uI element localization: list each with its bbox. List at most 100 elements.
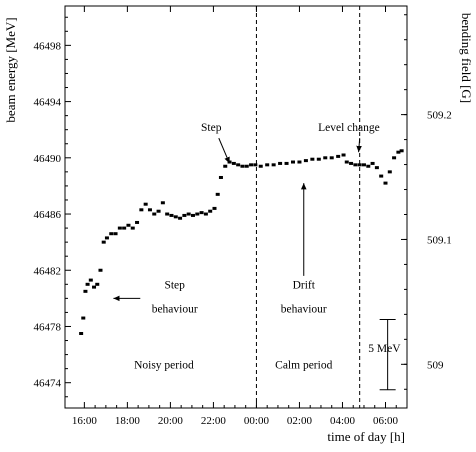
data-point bbox=[139, 208, 144, 212]
data-point bbox=[212, 206, 217, 210]
x-tick-label: 16:00 bbox=[72, 415, 98, 427]
y-tick-label: 46494 bbox=[34, 97, 62, 109]
step-arrow bbox=[218, 137, 231, 164]
x-tick-label: 00:00 bbox=[244, 415, 270, 427]
annotation-label: behaviour bbox=[152, 303, 198, 315]
y-tick-label: 46490 bbox=[34, 153, 62, 165]
y-tick-label: 46486 bbox=[34, 209, 62, 221]
data-point bbox=[85, 282, 90, 286]
data-point bbox=[101, 240, 106, 244]
data-point bbox=[182, 213, 187, 217]
data-point bbox=[336, 154, 341, 158]
data-point bbox=[231, 161, 236, 165]
data-point bbox=[203, 212, 208, 216]
y-tick-label: 46498 bbox=[34, 40, 62, 52]
y2-axis-title: bending field [G] bbox=[459, 13, 474, 103]
data-point bbox=[92, 285, 97, 289]
data-point bbox=[218, 175, 223, 179]
y2-tick-label: 509.2 bbox=[427, 110, 452, 122]
data-point bbox=[316, 157, 321, 161]
data-point bbox=[109, 232, 114, 236]
data-point bbox=[244, 164, 249, 168]
data-point bbox=[366, 164, 371, 168]
annotation-label: Step bbox=[201, 122, 222, 134]
data-point bbox=[240, 164, 245, 168]
data-point bbox=[122, 226, 127, 230]
data-point bbox=[370, 161, 375, 165]
data-point bbox=[387, 170, 392, 174]
level-change-arrow bbox=[356, 138, 362, 153]
annotation-label: Calm period bbox=[275, 360, 332, 372]
plot-area: Step Level change Step behaviour Drift behavi… bbox=[64, 5, 408, 409]
data-point bbox=[104, 236, 109, 240]
x-tick-label: 22:00 bbox=[201, 415, 227, 427]
data-point bbox=[165, 212, 170, 216]
data-point bbox=[178, 216, 183, 220]
data-point bbox=[199, 211, 204, 215]
data-point bbox=[303, 159, 308, 163]
data-point bbox=[341, 153, 346, 157]
data-point bbox=[126, 223, 131, 227]
data-point bbox=[169, 213, 174, 217]
data-point bbox=[79, 332, 84, 336]
annotation-label: Noisy period bbox=[134, 360, 194, 372]
x-axis-title: time of day [h] bbox=[327, 429, 405, 444]
data-point bbox=[195, 212, 200, 216]
data-point bbox=[130, 226, 135, 230]
y-axis-right: 509 509.1 509.2 bbox=[401, 14, 452, 390]
plot-frame bbox=[64, 5, 408, 409]
data-point bbox=[208, 209, 213, 213]
data-point bbox=[249, 163, 254, 167]
y-tick-label: 46482 bbox=[34, 265, 62, 277]
annotation-label: Level change bbox=[318, 122, 380, 134]
data-point bbox=[190, 213, 195, 217]
data-point bbox=[357, 163, 362, 167]
annotation-arrows bbox=[113, 137, 362, 302]
data-point bbox=[284, 161, 289, 165]
annotation-label: behaviour bbox=[281, 303, 327, 315]
x-tick-label: 06:00 bbox=[373, 415, 399, 427]
y-axis-left: 46474 46478 46482 46486 46490 46494 46498 bbox=[34, 16, 71, 398]
data-point bbox=[117, 226, 122, 230]
data-point bbox=[353, 163, 358, 167]
data-point bbox=[160, 201, 165, 205]
data-point bbox=[81, 316, 86, 320]
data-point bbox=[310, 157, 315, 161]
data-point bbox=[236, 163, 241, 167]
data-point bbox=[215, 192, 220, 196]
data-point bbox=[98, 268, 103, 272]
data-point bbox=[173, 215, 178, 219]
annotation-label: Drift bbox=[293, 280, 316, 292]
y2-tick-label: 509.1 bbox=[427, 234, 452, 246]
data-point bbox=[152, 212, 157, 216]
data-point bbox=[329, 156, 334, 160]
data-point bbox=[95, 282, 100, 286]
data-point bbox=[278, 161, 283, 165]
data-point bbox=[83, 289, 88, 293]
data-point bbox=[349, 161, 354, 165]
annotation-label: 5 MeV bbox=[368, 343, 401, 355]
data-point bbox=[291, 160, 295, 164]
data-point bbox=[147, 208, 152, 212]
data-point bbox=[396, 150, 401, 154]
y-tick-label: 46478 bbox=[34, 321, 62, 333]
data-points bbox=[79, 149, 404, 336]
data-point bbox=[297, 160, 302, 164]
period-dividers bbox=[255, 6, 361, 408]
data-point bbox=[361, 163, 366, 167]
x-tick-label: 18:00 bbox=[115, 415, 141, 427]
annotations: Step Level change Step behaviour Drift behavi… bbox=[134, 122, 401, 391]
data-point bbox=[156, 209, 161, 213]
annotation-label: Step bbox=[164, 280, 185, 292]
x-axis: 16:00 18:00 20:00 22:00 00:00 02:00 04:00 06:00 bbox=[72, 6, 399, 427]
data-point bbox=[392, 156, 397, 160]
data-point bbox=[143, 202, 148, 206]
data-point bbox=[379, 174, 384, 178]
data-point bbox=[88, 278, 93, 282]
data-point bbox=[271, 163, 276, 167]
data-point bbox=[374, 166, 379, 170]
data-point bbox=[113, 232, 118, 236]
data-point bbox=[253, 163, 258, 167]
x-tick-label: 20:00 bbox=[158, 415, 184, 427]
